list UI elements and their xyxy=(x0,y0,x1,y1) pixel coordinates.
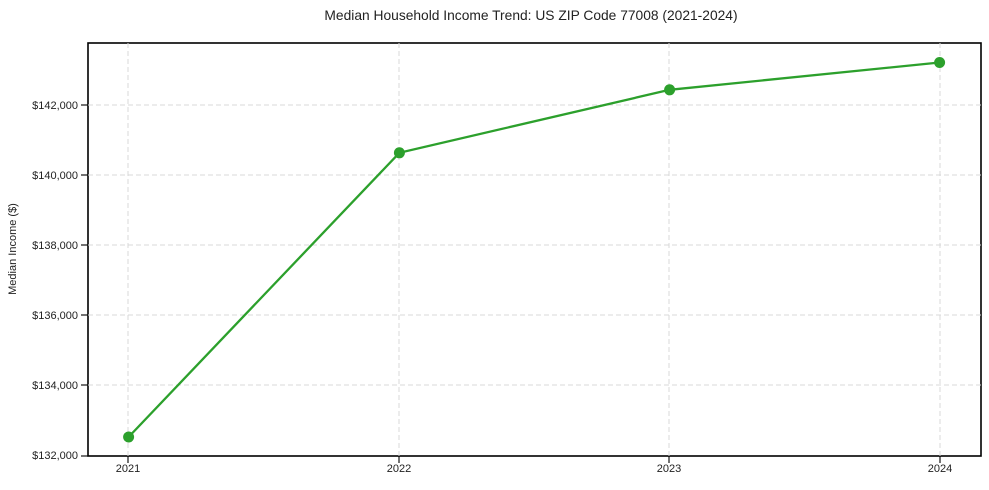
svg-text:$132,000: $132,000 xyxy=(32,450,78,462)
svg-text:2022: 2022 xyxy=(387,463,411,475)
svg-text:$134,000: $134,000 xyxy=(32,380,78,392)
svg-text:$136,000: $136,000 xyxy=(32,310,78,322)
svg-text:$138,000: $138,000 xyxy=(32,240,78,252)
svg-text:$140,000: $140,000 xyxy=(32,170,78,182)
svg-text:2021: 2021 xyxy=(116,463,140,475)
svg-text:2024: 2024 xyxy=(928,463,952,475)
svg-text:$142,000: $142,000 xyxy=(32,100,78,112)
svg-text:2023: 2023 xyxy=(657,463,681,475)
svg-text:Median Income ($): Median Income ($) xyxy=(7,203,19,295)
